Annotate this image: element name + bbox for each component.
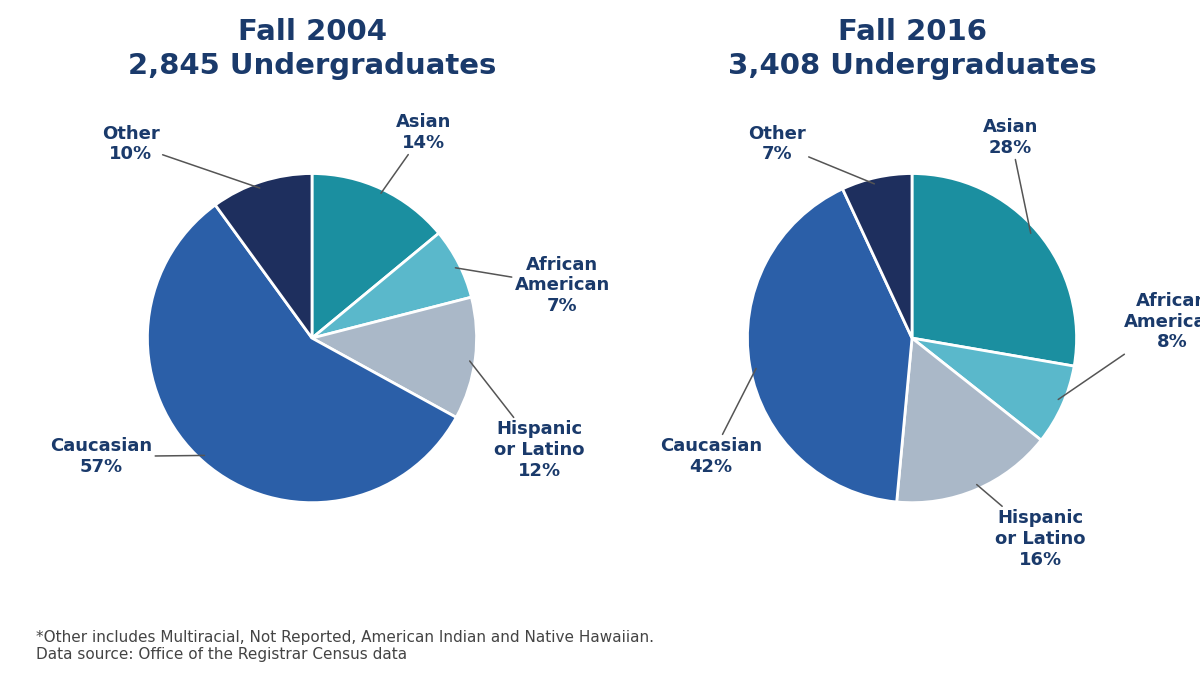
Wedge shape: [912, 173, 1076, 366]
Text: *Other includes Multiracial, Not Reported, American Indian and Native Hawaiian.
: *Other includes Multiracial, Not Reporte…: [36, 630, 654, 662]
Text: Asian
14%: Asian 14%: [380, 113, 451, 193]
Text: Hispanic
or Latino
16%: Hispanic or Latino 16%: [977, 484, 1086, 569]
Title: Fall 2004
2,845 Undergraduates: Fall 2004 2,845 Undergraduates: [128, 18, 496, 81]
Wedge shape: [148, 205, 456, 503]
Wedge shape: [912, 338, 1074, 440]
Wedge shape: [748, 189, 912, 502]
Text: African
American
8%: African American 8%: [1058, 292, 1200, 400]
Wedge shape: [215, 173, 312, 338]
Wedge shape: [842, 173, 912, 338]
Wedge shape: [312, 233, 472, 338]
Text: Caucasian
57%: Caucasian 57%: [50, 437, 204, 476]
Text: African
American
7%: African American 7%: [456, 255, 610, 315]
Text: Other
10%: Other 10%: [102, 124, 259, 188]
Text: Other
7%: Other 7%: [748, 124, 875, 184]
Text: Caucasian
42%: Caucasian 42%: [660, 368, 762, 476]
Text: Hispanic
or Latino
12%: Hispanic or Latino 12%: [469, 361, 584, 480]
Wedge shape: [312, 297, 476, 417]
Title: Fall 2016
3,408 Undergraduates: Fall 2016 3,408 Undergraduates: [727, 18, 1097, 81]
Text: Asian
28%: Asian 28%: [983, 118, 1038, 233]
Wedge shape: [312, 173, 439, 338]
Wedge shape: [896, 338, 1042, 503]
